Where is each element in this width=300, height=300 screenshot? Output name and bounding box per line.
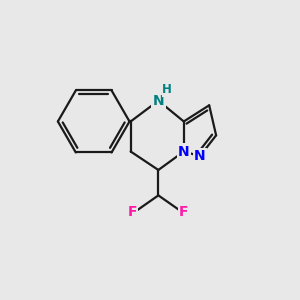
Text: F: F [179,205,188,219]
Text: N: N [194,149,206,163]
Text: N: N [178,145,190,158]
Text: F: F [128,205,138,219]
Text: N: N [153,94,164,108]
Text: H: H [162,83,172,96]
